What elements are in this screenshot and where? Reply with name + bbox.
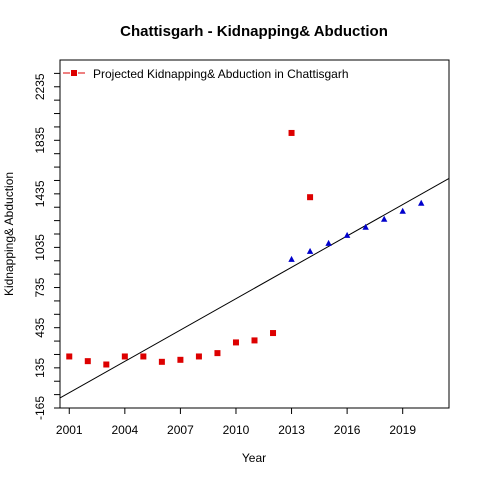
y-tick-label: 435 <box>33 317 47 337</box>
data-point-square <box>195 353 202 360</box>
y-tick-label: 1435 <box>33 180 47 207</box>
data-point-square <box>288 129 295 136</box>
data-point-triangle <box>288 255 295 262</box>
data-point-square <box>103 361 110 368</box>
data-point-triangle <box>418 199 425 206</box>
data-point-square <box>158 358 165 365</box>
plot-frame <box>59 59 450 409</box>
y-tick-label: 135 <box>33 358 47 378</box>
x-tick-label: 2007 <box>167 423 194 437</box>
data-point-square <box>84 358 91 365</box>
y-tick-label: -165 <box>33 396 47 420</box>
legend-square-marker <box>71 70 77 76</box>
data-point-square <box>140 353 147 360</box>
x-axis-label: Year <box>242 451 266 465</box>
x-tick-label: 2010 <box>223 423 250 437</box>
data-point-triangle <box>325 239 332 246</box>
x-tick-label: 2016 <box>334 423 361 437</box>
y-tick-label: 2235 <box>33 73 47 100</box>
y-tick-label: 735 <box>33 277 47 297</box>
x-tick-label: 2019 <box>389 423 416 437</box>
series-2 <box>288 199 425 262</box>
data-point-square <box>214 350 221 357</box>
trend-line <box>59 178 450 399</box>
x-tick-label: 2013 <box>278 423 305 437</box>
x-tick-label: 2004 <box>111 423 138 437</box>
data-point-square <box>177 356 184 363</box>
legend: Projected Kidnapping& Abduction in Chatt… <box>63 67 349 81</box>
y-tick-label: 1035 <box>33 234 47 261</box>
series-1 <box>66 129 314 368</box>
legend-label: Projected Kidnapping& Abduction in Chatt… <box>93 67 349 81</box>
y-axis-label: Kidnapping& Abduction <box>2 172 16 296</box>
plot-area: 2001 2004 2007 2010 2013 2016 2019 -165 135 435 73… <box>33 59 450 437</box>
data-point-square <box>270 330 277 337</box>
data-point-square <box>307 194 314 201</box>
data-point-triangle <box>399 207 406 214</box>
data-point-triangle <box>306 247 314 254</box>
chart-title: Chattisgarh - Kidnapping& Abduction <box>120 23 388 40</box>
data-point-square <box>232 339 239 346</box>
data-point-triangle <box>380 215 388 222</box>
x-tick-label: 2001 <box>56 423 83 437</box>
data-point-square <box>121 353 128 360</box>
data-point-triangle <box>343 231 351 238</box>
data-point-square <box>66 353 73 360</box>
y-tick-label: 1835 <box>33 127 47 154</box>
data-point-square <box>251 337 258 344</box>
data-point-triangle <box>362 223 369 230</box>
